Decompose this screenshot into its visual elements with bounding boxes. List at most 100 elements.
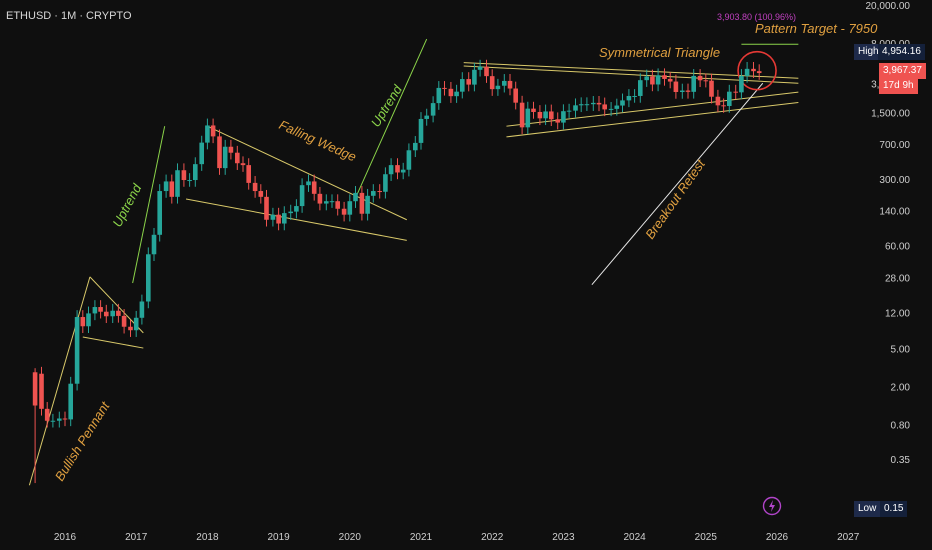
candle-body bbox=[324, 201, 329, 204]
candle-body bbox=[507, 80, 513, 89]
x-tick-label: 2024 bbox=[623, 532, 646, 543]
countdown-badge: 17d 9h bbox=[879, 78, 918, 94]
candle-body bbox=[543, 111, 548, 119]
candle-body bbox=[733, 91, 739, 93]
candle-body bbox=[335, 201, 340, 209]
x-tick-label: 2022 bbox=[481, 532, 504, 543]
y-tick-label: 12.00 bbox=[885, 308, 910, 319]
y-tick-label: 0.35 bbox=[891, 455, 911, 466]
y-tick-label: 2.00 bbox=[891, 383, 911, 394]
candle-body bbox=[644, 76, 650, 81]
candle-body bbox=[365, 195, 370, 214]
retest-arrow bbox=[591, 82, 764, 286]
candle-body bbox=[756, 71, 762, 74]
candle-body bbox=[448, 88, 454, 97]
candle-body bbox=[210, 125, 216, 137]
candle-body bbox=[484, 66, 489, 77]
candle-body bbox=[276, 214, 281, 224]
candle-body bbox=[110, 310, 116, 317]
y-tick-label: 0.80 bbox=[891, 421, 911, 432]
candle-body bbox=[133, 317, 139, 331]
candle-body bbox=[44, 408, 50, 421]
pattern-target-label: Pattern Target - 7950 bbox=[755, 21, 878, 36]
bullish-pennant-label: Bullish Pennant bbox=[52, 398, 113, 484]
candle-body bbox=[673, 81, 679, 93]
candle-body bbox=[709, 80, 714, 97]
time-axis[interactable]: 2016 2017 2018 2019 2020 2021 2022 2023 2024 2025… bbox=[54, 532, 860, 543]
breakout-circle bbox=[737, 50, 777, 91]
candle-body bbox=[240, 163, 246, 166]
candle-body bbox=[413, 142, 418, 151]
wedge-upper-line bbox=[207, 125, 407, 221]
candle-body bbox=[103, 311, 109, 317]
pennant-pole-line bbox=[28, 276, 91, 486]
candle-body bbox=[86, 313, 91, 327]
candle-body bbox=[80, 317, 86, 327]
pennant-lower-line bbox=[82, 336, 144, 349]
triangle-lower-line bbox=[506, 91, 799, 127]
candle-body bbox=[341, 208, 347, 215]
candle-body bbox=[685, 90, 691, 92]
candle-body bbox=[359, 192, 365, 214]
candle-body bbox=[181, 170, 187, 181]
candle-body bbox=[430, 103, 436, 116]
symmetrical-triangle-label: Symmetrical Triangle bbox=[599, 45, 720, 60]
candle-body bbox=[187, 180, 192, 182]
candle-body bbox=[715, 96, 721, 106]
lightning-icon[interactable] bbox=[762, 496, 782, 516]
y-tick-label: 5.00 bbox=[891, 345, 911, 356]
candle-body bbox=[477, 66, 483, 70]
falling-wedge-label: Falling Wedge bbox=[277, 117, 359, 164]
symbol-title[interactable]: ETHUSD · 1M · CRYPTO bbox=[6, 10, 132, 22]
candle-body bbox=[436, 87, 442, 104]
candle-body bbox=[620, 100, 625, 106]
triangle-upper-line bbox=[463, 62, 799, 79]
candle-body bbox=[246, 165, 251, 183]
y-tick-label: 700.00 bbox=[879, 140, 910, 151]
candle-body bbox=[502, 80, 507, 86]
high-label-badge: High bbox=[854, 44, 883, 60]
uptrend-label-1: Uptrend bbox=[109, 181, 144, 230]
candle-body bbox=[442, 87, 447, 89]
candle-body bbox=[299, 185, 305, 207]
candle-body bbox=[139, 301, 145, 318]
candle-body bbox=[146, 254, 151, 302]
candle-body bbox=[531, 108, 536, 112]
candle-body bbox=[744, 68, 750, 76]
candle-body bbox=[454, 91, 459, 97]
trendlines-layer bbox=[28, 38, 799, 486]
candle-body bbox=[199, 142, 205, 165]
candle-body bbox=[353, 192, 358, 202]
candle-body bbox=[311, 181, 317, 194]
candle-body bbox=[288, 211, 294, 214]
candles-layer bbox=[32, 59, 762, 484]
x-tick-label: 2016 bbox=[54, 532, 77, 543]
candle-body bbox=[235, 152, 240, 164]
candle-body bbox=[578, 104, 584, 106]
x-tick-label: 2021 bbox=[410, 532, 433, 543]
candle-body bbox=[495, 85, 501, 90]
candle-body bbox=[513, 88, 518, 103]
candle-body bbox=[377, 191, 383, 193]
uptrend-arrow-1 bbox=[132, 126, 166, 284]
candle-body bbox=[217, 136, 222, 169]
candle-body bbox=[697, 75, 703, 81]
candle-body bbox=[50, 420, 56, 422]
candle-body bbox=[205, 125, 210, 143]
candle-body bbox=[74, 317, 80, 384]
candle-body bbox=[222, 146, 228, 169]
y-tick-label: 28.00 bbox=[885, 273, 910, 284]
candle-body bbox=[662, 75, 667, 79]
candle-body bbox=[525, 108, 531, 128]
high-value-badge: 4,954.16 bbox=[878, 44, 925, 60]
candle-body bbox=[306, 181, 311, 186]
x-tick-label: 2025 bbox=[695, 532, 718, 543]
candle-body bbox=[614, 105, 620, 109]
uptrend-label-2: Uptrend bbox=[368, 82, 406, 130]
candle-body bbox=[632, 95, 637, 97]
candle-body bbox=[721, 105, 726, 107]
candle-body bbox=[92, 307, 98, 314]
y-tick-label: 60.00 bbox=[885, 242, 910, 253]
